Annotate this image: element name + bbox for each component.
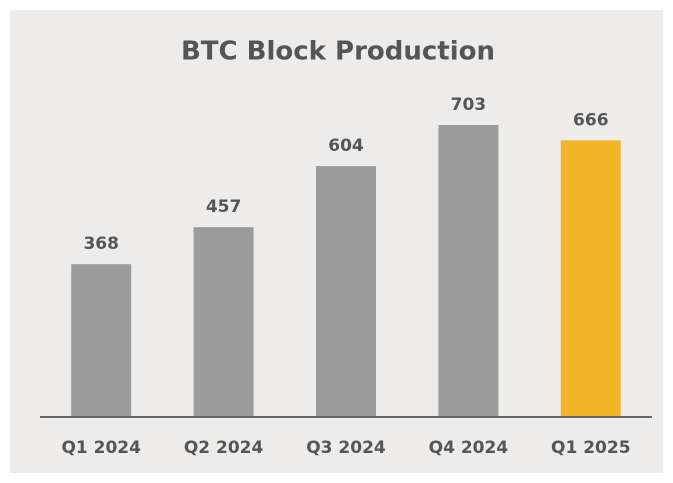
value-label: 666 [573,110,609,130]
bar [316,166,376,417]
bar [560,140,621,418]
value-label: 604 [328,136,364,156]
x-tick-label: Q3 2024 [306,438,386,458]
bar [193,227,254,417]
bar [71,264,132,417]
value-label: 703 [451,95,487,115]
x-tick-label: Q1 2024 [61,438,141,458]
bar [438,125,499,417]
x-tick-label: Q2 2024 [184,438,264,458]
value-label: 457 [206,197,242,217]
value-label: 368 [83,234,119,254]
chart-title: BTC Block Production [181,37,495,67]
x-tick-label: Q4 2024 [429,438,509,458]
x-tick-label: Q1 2025 [551,438,631,458]
